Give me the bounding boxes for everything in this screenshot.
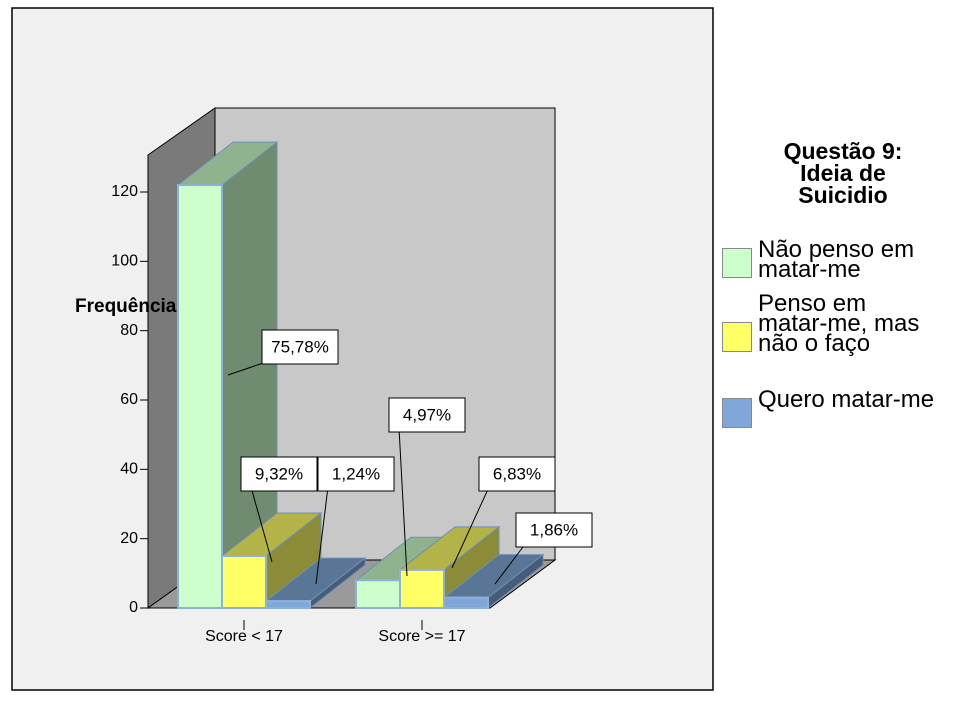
label-box <box>261 329 339 365</box>
legend-item: Não penso em matar-me <box>722 236 974 283</box>
leader-line <box>451 486 490 569</box>
bar <box>177 184 223 609</box>
label-box <box>515 512 593 548</box>
y-tick-label: 40 <box>120 461 138 478</box>
y-tick-label: 120 <box>111 183 138 200</box>
label-box <box>240 456 318 492</box>
leader-line <box>398 427 408 577</box>
value-label: 1,86% <box>530 520 578 539</box>
legend-label: Não penso em matar-me <box>758 236 915 283</box>
label-box <box>317 456 395 492</box>
value-label: 75,78% <box>271 337 329 356</box>
y-tick-label: 100 <box>111 253 138 270</box>
legend-swatch <box>722 322 752 352</box>
legend-swatch <box>722 248 752 278</box>
leader-line <box>494 542 527 585</box>
bar <box>399 568 445 609</box>
legend-swatch <box>722 398 752 428</box>
label-box <box>478 456 556 492</box>
value-label: 4,97% <box>403 405 451 424</box>
leader-line <box>250 486 273 563</box>
value-label: 6,83% <box>493 464 541 483</box>
legend-title: Questão 9: Ideia de Suicidio <box>783 138 903 208</box>
marks: 0 20 40 60 80 100 120 Score < 17 Score >= 17 75,7… <box>111 141 593 645</box>
y-tick-label: 80 <box>120 322 138 339</box>
value-label: 9,32% <box>255 464 303 483</box>
bar <box>355 579 401 609</box>
label-box <box>388 397 466 433</box>
value-label: 1,24% <box>332 464 380 483</box>
legend-label: Quero matar-me <box>758 386 935 413</box>
legend-label: Penso em matar-me, mas não o faço <box>758 290 920 357</box>
y-axis-label: Frequência <box>75 296 177 317</box>
y-tick-label: 20 <box>120 530 138 547</box>
bar <box>265 600 311 609</box>
y-tick-label: 0 <box>129 599 138 616</box>
x-tick-label: Score < 17 <box>205 628 283 645</box>
bar <box>221 555 267 609</box>
y-tick-label: 60 <box>120 391 138 408</box>
bar <box>443 596 489 609</box>
leader-line <box>315 486 329 585</box>
legend-item: Penso em matar-me, mas não o faço <box>722 290 974 357</box>
legend-item: Quero matar-me <box>722 386 974 428</box>
x-tick-label: Score >= 17 <box>378 628 465 645</box>
